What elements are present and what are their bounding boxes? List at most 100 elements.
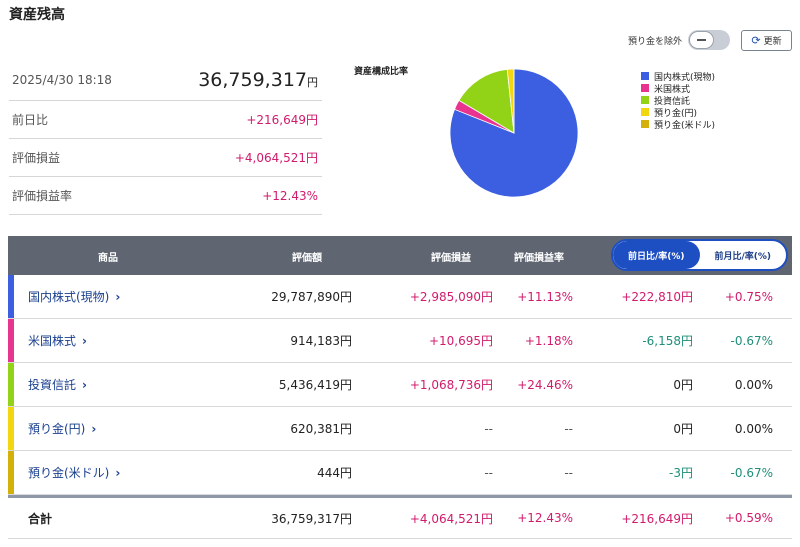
- chevron-right-icon: ›: [82, 378, 87, 392]
- legend-swatch: [641, 84, 649, 92]
- chevron-right-icon: ›: [115, 466, 121, 480]
- product-name: 米国株式: [28, 334, 77, 348]
- summary-panel: 2025/4/30 18:18 36,759,317円 前日比 +216,649…: [9, 60, 322, 215]
- change-period-toggle: 前日比/率(%) 前月比/率(%): [611, 239, 788, 271]
- total-label: 合計: [28, 511, 53, 526]
- day-change: +222,810円: [621, 290, 693, 304]
- summary-value: +216,649円: [246, 113, 318, 127]
- legend-label: 預り金(円): [654, 108, 698, 119]
- summary-total: 36,759,317円: [198, 69, 318, 91]
- table-row: 国内株式(現物) › 29,787,890円 +2,985,090円 +11.13% +2…: [8, 275, 792, 319]
- table-row: 投資信託 › 5,436,419円 +1,068,736円 +24.46% 0円 0.00%: [8, 363, 792, 407]
- header-value: 評価額: [292, 253, 322, 264]
- unrealized-gain: --: [484, 421, 493, 436]
- summary-label: 評価損益率: [12, 189, 73, 203]
- product-name: 投資信託: [28, 378, 77, 392]
- table-total-row: 合計 36,759,317円 +4,064,521円 +12.43% +216,…: [8, 495, 792, 539]
- valuation: 914,183円: [290, 334, 352, 348]
- valuation: 5,436,419円: [278, 378, 352, 392]
- summary-total-unit: 円: [307, 76, 318, 89]
- legend-swatch: [641, 120, 649, 128]
- product-link[interactable]: 国内株式(現物) ›: [28, 288, 120, 305]
- day-change: -6,158円: [642, 334, 693, 348]
- total-day-change: +216,649円: [621, 511, 693, 526]
- day-change-rate: -0.67%: [730, 333, 773, 348]
- exclude-deposit-toggle[interactable]: [688, 30, 731, 50]
- product-link[interactable]: 投資信託 ›: [28, 376, 87, 393]
- valuation: 620,381円: [290, 422, 352, 436]
- unrealized-gain-rate: +11.13%: [517, 289, 573, 304]
- day-change-rate: 0.00%: [734, 421, 773, 436]
- unrealized-gain: +10,695円: [428, 334, 493, 348]
- table-header: 商品 評価額 評価損益 評価損益率 前日比/率(%) 前月比/率(%): [8, 236, 792, 275]
- total-value: 36,759,317円: [271, 511, 352, 526]
- chevron-right-icon: ›: [82, 334, 87, 348]
- unrealized-gain: --: [484, 465, 493, 480]
- exclude-deposit-label: 預り金を除外: [628, 36, 683, 47]
- summary-gain-rate-row: 評価損益率 +12.43%: [9, 177, 322, 215]
- tab-month-change[interactable]: 前月比/率(%): [714, 251, 772, 262]
- chart-legend: 国内株式(現物) 米国株式 投資信託 預り金(円) 預り金(米ドル): [641, 70, 716, 131]
- pie-slice: [458, 68, 515, 134]
- exclude-deposit-control: 預り金を除外: [628, 30, 731, 50]
- header-product: 商品: [98, 253, 118, 264]
- day-change: 0円: [673, 378, 693, 392]
- unrealized-gain: +1,068,736円: [409, 378, 493, 392]
- category-color-bar: [8, 451, 14, 494]
- category-color-bar: [8, 407, 14, 450]
- summary-datetime: 2025/4/30 18:18: [12, 73, 112, 87]
- summary-label: 前日比: [12, 113, 49, 127]
- refresh-label: 更新: [763, 37, 782, 47]
- chevron-right-icon: ›: [115, 290, 121, 304]
- unrealized-gain-rate: --: [564, 421, 573, 436]
- summary-value: +12.43%: [262, 188, 318, 203]
- day-change-rate: -0.67%: [730, 465, 773, 480]
- refresh-button[interactable]: ⟳ 更新: [741, 30, 792, 51]
- summary-gain-row: 評価損益 +4,064,521円: [9, 139, 322, 177]
- product-link[interactable]: 預り金(米ドル) ›: [28, 464, 120, 481]
- total-day-change-rate: +0.59%: [724, 511, 773, 525]
- valuation: 29,787,890円: [271, 290, 352, 304]
- product-name: 預り金(米ドル): [28, 466, 110, 480]
- legend-item: 米国株式: [641, 82, 715, 95]
- summary-value: +4,064,521円: [234, 151, 318, 165]
- unrealized-gain-rate: +1.18%: [524, 333, 573, 348]
- category-color-bar: [8, 275, 14, 318]
- header-gain-rate: 評価損益率: [514, 253, 564, 264]
- header-gain: 評価損益: [431, 253, 471, 264]
- legend-item: 投資信託: [641, 94, 715, 107]
- product-name: 国内株式(現物): [28, 290, 110, 304]
- day-change-rate: 0.00%: [734, 377, 773, 392]
- legend-label: 米国株式: [654, 84, 691, 95]
- legend-swatch: [641, 108, 649, 116]
- legend-label: 国内株式(現物): [654, 72, 716, 83]
- legend-label: 投資信託: [654, 96, 691, 107]
- unrealized-gain-rate: +24.46%: [517, 377, 573, 392]
- tab-day-change[interactable]: 前日比/率(%): [613, 241, 700, 269]
- summary-day-change-row: 前日比 +216,649円: [9, 101, 322, 139]
- table-row: 米国株式 › 914,183円 +10,695円 +1.18% -6,158円 -0.67%: [8, 319, 792, 363]
- legend-item: 預り金(米ドル): [641, 118, 715, 131]
- day-change: -3円: [669, 466, 693, 480]
- total-gain-rate: +12.43%: [517, 511, 573, 525]
- product-name: 預り金(円): [28, 422, 86, 436]
- table-row: 預り金(米ドル) › 444円 -- -- -3円 -0.67%: [8, 451, 792, 495]
- unrealized-gain-rate: --: [564, 465, 573, 480]
- product-link[interactable]: 預り金(円) ›: [28, 420, 96, 437]
- summary-total-value: 36,759,317: [198, 69, 307, 91]
- summary-total-row: 2025/4/30 18:18 36,759,317円: [9, 60, 322, 101]
- day-change: 0円: [673, 422, 693, 436]
- minus-icon: [697, 39, 707, 41]
- table-row: 預り金(円) › 620,381円 -- -- 0円 0.00%: [8, 407, 792, 451]
- product-link[interactable]: 米国株式 ›: [28, 332, 87, 349]
- chevron-right-icon: ›: [91, 422, 97, 436]
- legend-item: 預り金(円): [641, 106, 715, 119]
- holdings-table: 商品 評価額 評価損益 評価損益率 前日比/率(%) 前月比/率(%) 国内株式…: [8, 236, 792, 539]
- summary-label: 評価損益: [12, 151, 61, 165]
- legend-item: 国内株式(現物): [641, 70, 716, 83]
- legend-swatch: [641, 72, 649, 80]
- unrealized-gain: +2,985,090円: [409, 290, 493, 304]
- day-change-rate: +0.75%: [724, 289, 773, 304]
- category-color-bar: [8, 319, 14, 362]
- chart-title: 資産構成比率: [354, 67, 409, 77]
